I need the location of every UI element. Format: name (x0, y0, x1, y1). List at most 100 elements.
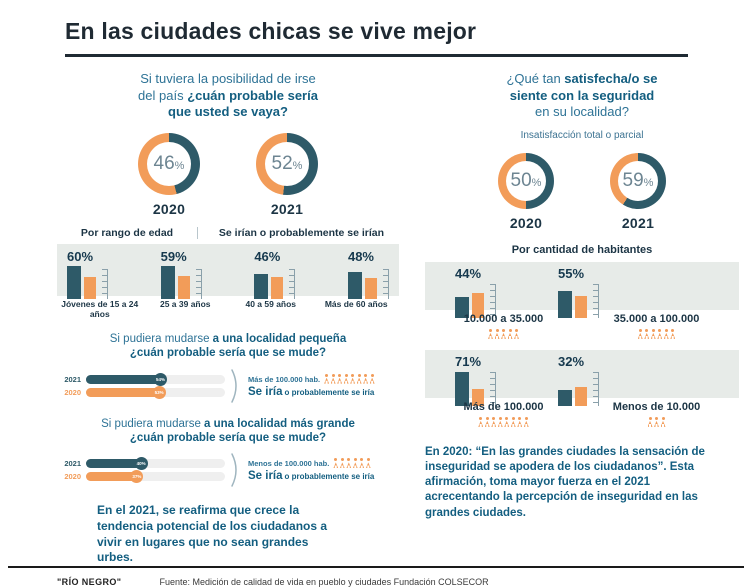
person-icon (644, 328, 649, 339)
right-question-line2-bold: siente con la seguridad (509, 87, 655, 103)
bar-group: 44% (455, 265, 496, 318)
bar-group: 55% (558, 265, 599, 318)
person-icon (331, 373, 336, 384)
donut-year-label: 2020 (509, 214, 543, 231)
bar-percent-label: 48% (347, 248, 374, 264)
bar-2020 (472, 292, 484, 318)
bar-percent-label: 59% (160, 248, 187, 264)
bar-percent-label: 55% (558, 265, 585, 281)
move-title-bold2: ¿cuán probable sería que se mude? (129, 347, 327, 360)
subhead-would-leave: Se irían o probablemente se irían (197, 226, 399, 239)
person-icon (498, 416, 503, 427)
age-label: 25 a 39 años (159, 298, 211, 309)
left-column: Si tuviera la posibilidad de irse del pa… (57, 71, 399, 566)
people-icons (648, 416, 666, 427)
person-icon (337, 373, 342, 384)
person-icon (353, 458, 358, 468)
move-title-bold: a una localidad más grande (204, 417, 355, 430)
bar-2021 (558, 390, 572, 406)
donut-2020-leave: 46% 2020 (138, 132, 200, 217)
person-icon (648, 416, 653, 427)
habitants-bars-strip-1: 44% 55% (425, 261, 739, 318)
bar-track: 37% (86, 470, 225, 484)
left-question-line2-normal: del país (138, 87, 188, 103)
bar-percent-label: 46% (254, 248, 281, 264)
bar-group: 48% (347, 248, 389, 299)
would-leave-rest: o probablemente se iría (284, 472, 375, 482)
person-icon (524, 416, 529, 427)
scale-ruler (490, 283, 496, 318)
rio-negro-logo: "RÍO NEGRO" (57, 576, 122, 587)
right-conclusion: En 2020: “En las grandes ciudades la sen… (425, 445, 705, 519)
donut-year-label: 2020 (152, 200, 186, 217)
source-text: Fuente: Medición de calidad de vida en p… (159, 576, 489, 587)
habitants-note: Menos de 100.000 hab. (248, 459, 330, 469)
right-column: ¿Qué tan satisfecha/o se siente con la s… (425, 71, 739, 566)
bar-group: 46% (254, 248, 296, 299)
age-labels-row: Jóvenes de 15 a 24 años 25 a 39 años 40 … (57, 299, 399, 319)
bar-2020 (472, 389, 484, 406)
move-title-normal: Si pudiera mudarse (101, 417, 205, 430)
would-leave-bold: Se iría (248, 470, 283, 483)
scale-ruler (593, 283, 599, 318)
bar-2021 (455, 371, 469, 406)
donut-percent: 46% (153, 152, 185, 174)
habitants-label: 10.000 a 35.000 (463, 312, 544, 325)
age-label: 40 a 59 años (245, 298, 297, 309)
header: En las ciudades chicas se vive mejor (0, 0, 752, 57)
donut-year-label: 2021 (621, 214, 655, 231)
person-icon (340, 458, 345, 468)
person-icon (517, 416, 522, 427)
bar-percent-label: 32% (558, 353, 585, 369)
bar-percent-label: 60% (67, 248, 94, 264)
person-icon (344, 373, 349, 384)
donut-2021-security: 59% 2021 (610, 152, 666, 231)
people-icons (333, 458, 371, 468)
move-title-bold2: ¿cuán probable sería que se mude? (129, 432, 327, 444)
person-icon (359, 458, 364, 468)
bar-2021 (160, 266, 175, 299)
person-icon (324, 373, 329, 384)
people-icons (478, 416, 529, 427)
move-note: Menos de 100.000 hab. Se iría o probablem… (248, 458, 374, 482)
scale-ruler (102, 268, 108, 299)
year-label-2020: 2020 (64, 387, 81, 397)
person-icon (370, 373, 375, 384)
move-big-town-section: Si pudiera mudarse a una localidad más g… (57, 417, 399, 489)
scale-ruler (593, 371, 599, 406)
person-icon (514, 328, 519, 339)
left-question-line3-bold: que usted se vaya? (168, 104, 288, 120)
would-leave-bold: Se iría (248, 385, 283, 398)
right-subtitle: Insatisfacción total o parcial (520, 129, 644, 141)
bar-percent-label: 71% (455, 353, 482, 369)
age-bars-panel: 60% 59% 46% (57, 243, 399, 299)
bar-2021 (558, 291, 572, 318)
people-icons (324, 373, 375, 384)
person-icon (357, 373, 362, 384)
people-icons (488, 328, 519, 339)
habitants-header: Por cantidad de habitantes (511, 243, 653, 256)
person-icon (491, 416, 496, 427)
donut-2020-security: 50% 2020 (498, 152, 554, 231)
bar-2020 (271, 276, 284, 299)
bar-2020 (575, 296, 587, 318)
infographic-page: En las ciudades chicas se vive mejor Si … (0, 0, 752, 536)
donut-chart: 52% (256, 132, 318, 195)
page-title: En las ciudades chicas se vive mejor (65, 18, 477, 44)
person-icon (333, 458, 338, 468)
donut-chart: 50% (498, 152, 554, 209)
bar-percent-label: 44% (455, 265, 482, 281)
year-label-2020: 2020 (64, 472, 81, 482)
horizontal-bars: 2021 40% 2020 37% (57, 457, 225, 484)
bar-track: 40% (86, 457, 225, 471)
people-icons (638, 328, 676, 339)
move-title-normal: Si pudiera mudarse (109, 332, 213, 345)
age-label: Jóvenes de 15 a 24 años (61, 298, 139, 319)
right-donut-row: 50% 2020 59% 2021 (425, 152, 739, 231)
age-bars-subheads: Por rango de edad Se irían o probablemen… (57, 226, 399, 239)
person-icon (504, 416, 509, 427)
donut-chart: 46% (138, 132, 200, 195)
person-icon (501, 328, 506, 339)
title-underline (65, 54, 688, 57)
person-icon (638, 328, 643, 339)
